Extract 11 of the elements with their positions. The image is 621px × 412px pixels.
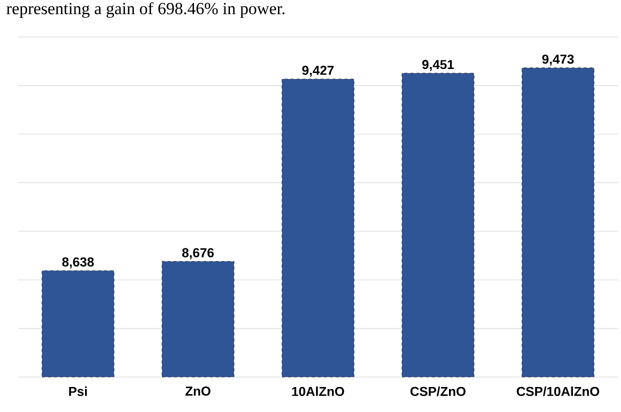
data-label: 9,451 <box>422 60 454 71</box>
x-tick-label: CSP/10AlZnO <box>516 386 600 396</box>
x-tick-label: ZnO <box>185 386 210 396</box>
data-label: 9,473 <box>542 54 574 66</box>
text: representing a gain of 698.46% in power. <box>6 2 284 18</box>
x-tick-label: Psi <box>69 386 87 396</box>
x-tick-label: 10AlZnO <box>292 386 344 396</box>
data-label: 8,676 <box>182 248 214 260</box>
data-label: 8,638 <box>62 257 94 268</box>
data-label: 9,427 <box>302 66 334 77</box>
x-tick-label: CSP/ZnO <box>410 386 466 396</box>
